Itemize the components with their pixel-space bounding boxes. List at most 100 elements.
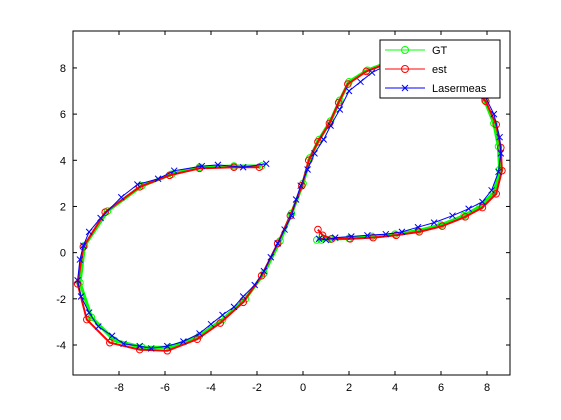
data-point <box>430 219 438 226</box>
data-point <box>134 181 141 188</box>
data-point <box>147 345 155 352</box>
data-point <box>101 208 109 217</box>
data-point <box>214 161 222 169</box>
data-point <box>79 242 87 250</box>
data-point <box>322 236 330 244</box>
data-point <box>163 346 172 355</box>
data-point <box>318 231 327 240</box>
x-tick-label: 8 <box>484 382 490 394</box>
data-point <box>106 338 114 347</box>
x-tick-label: 2 <box>346 382 352 394</box>
data-point <box>120 340 127 348</box>
legend-marker <box>401 46 409 54</box>
data-point <box>195 164 204 173</box>
data-point <box>97 214 104 222</box>
data-point <box>392 231 400 240</box>
data-point <box>117 193 125 201</box>
data-point <box>496 133 504 141</box>
data-point <box>492 120 501 129</box>
data-point <box>497 150 505 157</box>
data-point <box>345 87 353 95</box>
data-point <box>163 342 171 350</box>
y-tick-label: 2 <box>60 201 66 213</box>
data-point <box>492 189 501 198</box>
data-point <box>382 230 390 238</box>
data-point <box>297 182 305 190</box>
x-tick-label: -2 <box>252 382 262 394</box>
x-tick-label: 4 <box>392 382 398 394</box>
data-point <box>344 80 352 88</box>
data-point <box>79 243 88 251</box>
x-tick-label: -4 <box>206 382 216 394</box>
data-point <box>449 212 456 220</box>
data-point <box>257 271 266 280</box>
data-point <box>239 298 247 307</box>
y-tick-label: -2 <box>56 294 66 306</box>
data-point <box>292 196 300 203</box>
data-point <box>170 167 178 175</box>
data-point <box>260 267 268 275</box>
data-point <box>74 276 81 284</box>
data-point <box>94 323 102 330</box>
y-tick-label: -4 <box>56 340 66 352</box>
data-point <box>320 136 328 143</box>
legend: GT est Lasermeas <box>379 39 501 99</box>
data-point <box>180 338 187 345</box>
data-point <box>488 186 495 194</box>
legend-label: est <box>432 64 447 76</box>
data-point <box>239 293 247 300</box>
data-point <box>495 168 502 176</box>
data-point <box>461 213 469 221</box>
data-point <box>198 162 206 170</box>
plot-frame <box>72 30 511 376</box>
data-point <box>230 163 238 172</box>
y-tick-label: 8 <box>60 63 66 75</box>
x-tick-label: -6 <box>160 382 170 394</box>
data-point <box>251 281 259 289</box>
y-axis: -4 -2 0 2 4 6 8 <box>56 63 510 352</box>
y-tick-label: 0 <box>60 248 66 260</box>
data-point <box>154 175 162 183</box>
legend-marker <box>401 65 409 73</box>
data-point <box>398 228 406 236</box>
data-point <box>479 198 486 206</box>
data-point <box>362 67 371 76</box>
data-point <box>311 150 318 157</box>
data-point <box>85 228 93 236</box>
data-point <box>262 160 270 168</box>
data-point <box>314 225 322 234</box>
data-point <box>281 226 288 233</box>
legend-label: GT <box>432 45 448 57</box>
data-point <box>414 223 422 231</box>
data-point <box>196 330 203 337</box>
data-point <box>255 163 264 172</box>
data-point <box>357 78 364 86</box>
data-point <box>76 256 84 263</box>
data-point <box>83 315 91 324</box>
data-point <box>267 253 275 261</box>
data-point <box>327 122 334 130</box>
data-point <box>239 163 247 171</box>
series-layer <box>73 56 506 355</box>
legend-marker <box>401 84 409 92</box>
y-tick-label: 4 <box>60 155 66 167</box>
legend-entry: GT <box>385 45 448 57</box>
data-point <box>165 171 174 180</box>
data-point <box>364 231 371 239</box>
data-point <box>478 203 487 212</box>
data-point <box>465 205 472 213</box>
data-point <box>304 166 311 173</box>
data-point <box>77 293 85 300</box>
data-point <box>216 319 224 327</box>
legend-entry: est <box>385 64 447 76</box>
data-point <box>136 342 144 350</box>
data-point <box>438 222 446 230</box>
data-point <box>108 332 116 340</box>
legend-entry: Lasermeas <box>385 83 487 95</box>
legend-label: Lasermeas <box>432 83 487 95</box>
data-point <box>273 239 282 248</box>
data-point <box>207 320 215 328</box>
data-point <box>288 212 295 220</box>
x-axis: -8 -6 -4 -2 0 2 4 6 8 <box>114 31 490 394</box>
